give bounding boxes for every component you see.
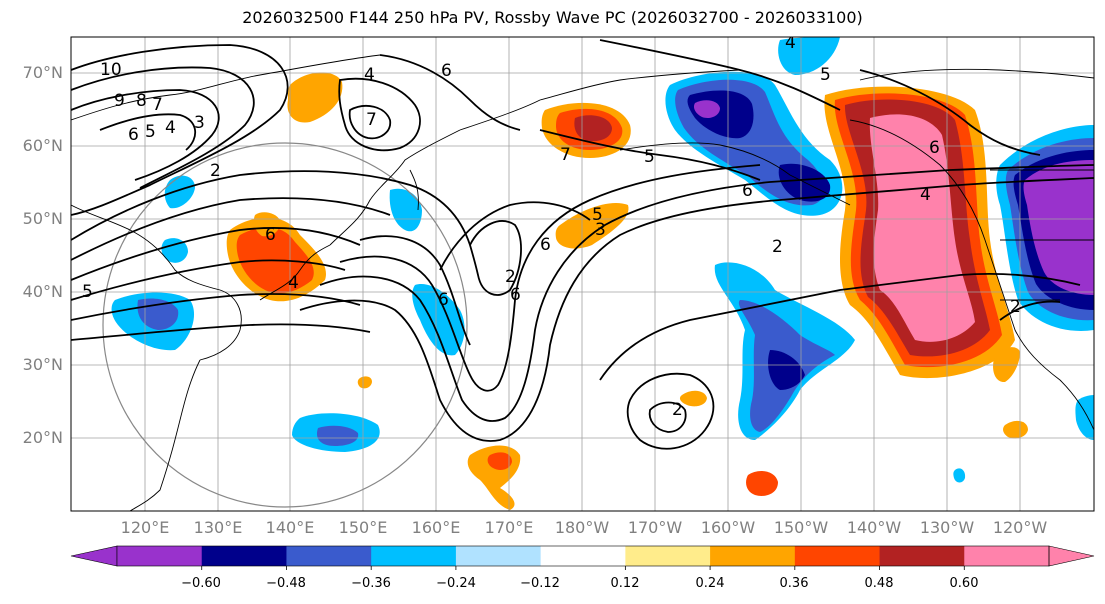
colorbar-segment: [286, 546, 372, 566]
colorbar-tick: 0.12: [610, 576, 640, 591]
contour-label: 6: [441, 61, 452, 81]
colorbar-segment: [455, 546, 542, 566]
lat-label-40: 40°N: [22, 282, 63, 301]
contour-label: 2: [772, 237, 783, 257]
lat-label-60: 60°N: [22, 136, 63, 155]
reference-circle: [102, 142, 468, 508]
colorbar-tick: 0.36: [779, 576, 809, 591]
positive-anomaly-core: [869, 114, 975, 342]
colorbar-segment: [710, 546, 796, 566]
colorbar-border: [116, 545, 1050, 567]
coastlines: [71, 54, 1094, 511]
lon-label: 130°W: [919, 518, 975, 537]
contour-label: 4: [785, 33, 796, 53]
contour-label: 8: [136, 91, 147, 111]
colorbar-segment: [964, 546, 1050, 566]
contour-label: 2: [1010, 297, 1021, 317]
contour-label: 4: [920, 185, 931, 205]
colorbar-segment: [201, 546, 287, 566]
contour-label: 6: [929, 138, 940, 158]
contour-label: 9: [114, 91, 125, 111]
lon-label: 150°W: [773, 518, 829, 537]
colorbar-segment: [117, 546, 203, 566]
contour-label: 3: [194, 113, 205, 133]
contour-label: 6: [438, 290, 449, 310]
lon-label: 130°E: [193, 518, 243, 537]
contour-label: 5: [644, 147, 655, 167]
colorbar-segment: [371, 546, 457, 566]
colorbar-segment: [794, 546, 881, 566]
lat-label-70: 70°N: [22, 63, 63, 82]
lon-label: 170°W: [627, 518, 683, 537]
contour-labels: 10 9 8 7 6 5 4 3 2 4 6 7 6 5 5 6 2 6 3 6…: [82, 33, 1021, 420]
lon-label: 120°E: [120, 518, 170, 537]
colorbar-tick: −0.24: [436, 576, 476, 591]
lat-label-50: 50°N: [22, 209, 63, 228]
contour-label: 10: [100, 60, 122, 80]
lon-label: 140°E: [265, 518, 315, 537]
contour-label: 2: [672, 400, 683, 420]
colorbar-segment: [540, 546, 626, 566]
lat-label-30: 30°N: [22, 355, 63, 374]
lon-label: 150°E: [338, 518, 388, 537]
colorbar-segment: [879, 546, 965, 566]
colorbar-extend-min: [70, 545, 118, 567]
contour-label: 6: [540, 235, 551, 255]
contour-label: 2: [210, 161, 221, 181]
contour-label: 5: [82, 282, 93, 302]
contour-label: 7: [560, 145, 571, 165]
lon-label: 160°E: [411, 518, 461, 537]
lat-label-20: 20°N: [22, 428, 63, 447]
contour-label: 6: [742, 181, 753, 201]
map-frame: [70, 36, 1095, 512]
colorbar: [70, 545, 1095, 570]
colorbar-extend-max: [1048, 545, 1095, 567]
contour-label: 5: [820, 65, 831, 85]
colorbar-tick: 0.48: [864, 576, 894, 591]
lon-label: 160°W: [700, 518, 756, 537]
contour-label: 4: [165, 118, 176, 138]
colorbar-tick: −0.48: [266, 576, 306, 591]
contour-label: 5: [145, 122, 156, 142]
contour-label: 4: [364, 65, 375, 85]
colorbar-tick: −0.60: [181, 576, 221, 591]
lon-label: 120°W: [992, 518, 1048, 537]
map-title: 2026032500 F144 250 hPa PV, Rossby Wave …: [242, 8, 863, 27]
colorbar-tick: −0.36: [351, 576, 391, 591]
lon-label: 140°W: [846, 518, 902, 537]
colorbar-segment: [625, 546, 711, 566]
contour-label: 7: [366, 110, 377, 130]
contour-label: 5: [592, 205, 603, 225]
contour-label: 6: [510, 285, 521, 305]
contour-label: 7: [152, 95, 163, 115]
contour-label: 2: [505, 267, 516, 287]
colorbar-tick: 0.60: [949, 576, 979, 591]
contour-label: 4: [288, 273, 299, 293]
colorbar-tick: 0.24: [695, 576, 725, 591]
colorbar-tick: −0.12: [520, 576, 560, 591]
pv-contours: [71, 39, 1094, 450]
lon-label: 170°E: [484, 518, 534, 537]
contour-label: 3: [595, 220, 606, 240]
contour-label: 6: [265, 225, 276, 245]
pv-anomaly-fills: [111, 37, 1094, 510]
contour-label: 6: [128, 125, 139, 145]
lon-label: 180°W: [554, 518, 610, 537]
